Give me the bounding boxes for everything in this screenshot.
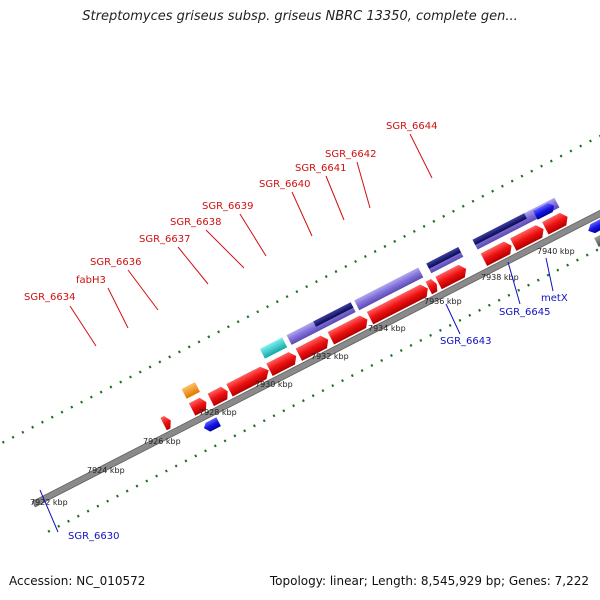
leader-line — [409, 133, 433, 179]
gene-red[interactable] — [366, 282, 431, 325]
gene-red[interactable] — [327, 313, 371, 345]
ruler-tick-label: 7936 kbp — [424, 297, 462, 306]
leader-line — [69, 305, 97, 347]
map-title: Streptomyces griseus subsp. griseus NBRC… — [82, 9, 518, 24]
gene-red[interactable] — [542, 211, 571, 235]
label-leaders — [39, 133, 554, 533]
gene-red[interactable] — [188, 396, 210, 416]
upper-feature-row — [181, 197, 560, 399]
gene-label-metX[interactable]: metX — [541, 293, 568, 304]
gene-label-SGR_6641[interactable]: SGR_6641 — [295, 163, 347, 174]
gene-red[interactable] — [207, 385, 231, 407]
feature-navy[interactable] — [426, 247, 462, 269]
gene-label-SGR_6637[interactable]: SGR_6637 — [139, 234, 191, 245]
gene-label-SGR_6645[interactable]: SGR_6645 — [499, 307, 551, 318]
ruler-tick-label: 7930 kbp — [255, 380, 293, 389]
ruler-tick-label: 7934 kbp — [368, 324, 406, 333]
accession-text: Accession: NC_010572 — [9, 574, 146, 588]
leader-line — [39, 489, 59, 533]
gene-red[interactable] — [226, 364, 272, 397]
gene-label-SGR_6642[interactable]: SGR_6642 — [325, 149, 377, 160]
reverse-strand-genes — [202, 214, 600, 433]
leader-line — [325, 175, 345, 221]
ruler-tick-label: 7932 kbp — [311, 352, 349, 361]
leader-line — [127, 269, 159, 311]
gene-label-SGR_6640[interactable]: SGR_6640 — [259, 179, 311, 190]
gene-label-SGR_6636[interactable]: SGR_6636 — [90, 257, 142, 268]
gene-red[interactable] — [480, 239, 515, 266]
gene-red[interactable] — [510, 223, 547, 251]
gene-label-SGR_6634[interactable]: SGR_6634 — [24, 292, 76, 303]
gene-red[interactable] — [295, 333, 332, 361]
ruler-tick-label: 7938 kbp — [481, 273, 519, 282]
ruler-ticks: 7922 kbp 7924 kbp 7926 kbp 7928 kbp 7930 kbp… — [30, 247, 575, 507]
gene-label-fabH3[interactable]: fabH3 — [76, 275, 106, 286]
leader-line — [177, 246, 209, 285]
gene-red[interactable] — [425, 278, 440, 295]
leader-line — [356, 161, 371, 209]
gene-red[interactable] — [266, 350, 299, 376]
gene-SGR_6643[interactable] — [586, 214, 600, 236]
feature-navy[interactable] — [472, 213, 527, 246]
gene-red[interactable] — [160, 414, 174, 431]
feature-cyan[interactable] — [259, 337, 288, 359]
leader-line — [205, 229, 245, 269]
leader-line — [445, 303, 461, 335]
leader-line — [545, 257, 554, 292]
ruler-tick-label: 7926 kbp — [143, 437, 181, 446]
gene-SGR_6630[interactable] — [202, 417, 221, 433]
feature-orange[interactable] — [181, 382, 200, 399]
forward-strand-genes — [160, 211, 571, 431]
feature-navy[interactable] — [313, 302, 354, 327]
genome-backbone — [31, 80, 600, 508]
ruler-tick-label: 7928 kbp — [199, 408, 237, 417]
gene-label-SGR_6644[interactable]: SGR_6644 — [386, 121, 438, 132]
genome-summary-text: Topology: linear; Length: 8,545,929 bp; … — [269, 574, 589, 588]
gene-red[interactable] — [435, 263, 469, 290]
leader-line — [107, 287, 129, 329]
gene-label-SGR_6638[interactable]: SGR_6638 — [170, 217, 222, 228]
ruler-tick-label: 7922 kbp — [30, 498, 68, 507]
ruler-tick-label: 7924 kbp — [87, 466, 125, 475]
gene-label-SGR_6643[interactable]: SGR_6643 — [440, 336, 492, 347]
gene-blue[interactable] — [533, 201, 556, 220]
genome-track — [1, 21, 600, 533]
upper-guide-line — [1, 21, 600, 444]
leader-line — [291, 191, 313, 237]
ruler-tick-label: 7940 kbp — [537, 247, 575, 256]
gene-label-SGR_6630[interactable]: SGR_6630 — [68, 531, 120, 542]
gene-label-SGR_6639[interactable]: SGR_6639 — [202, 201, 254, 212]
feature-lavender[interactable] — [354, 267, 424, 311]
leader-line — [239, 213, 267, 257]
leader-line — [507, 261, 521, 305]
